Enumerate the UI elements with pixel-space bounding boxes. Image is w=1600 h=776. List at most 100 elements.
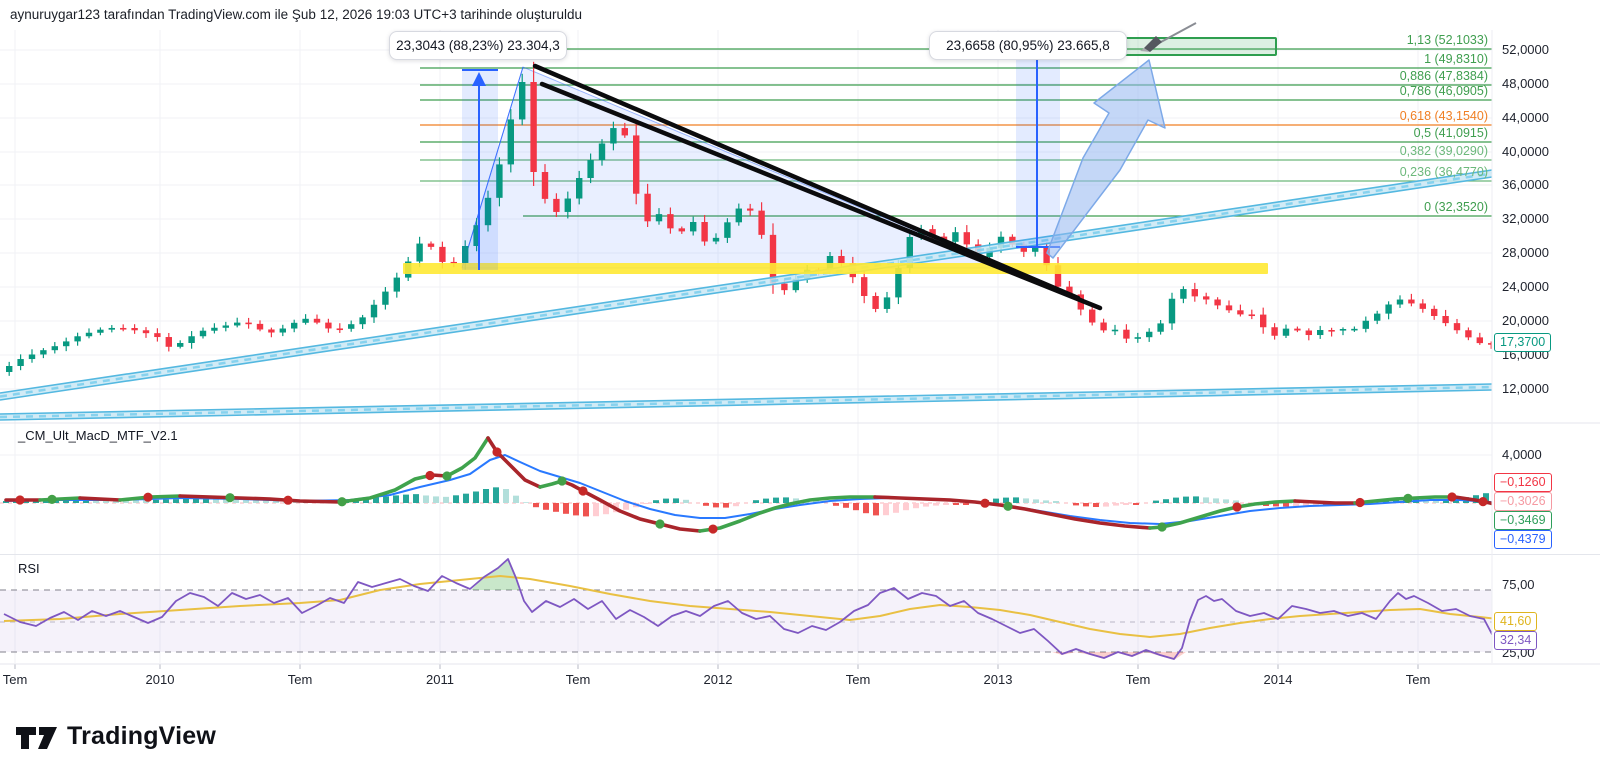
candle-body	[678, 228, 685, 232]
macd-histogram-bar	[1273, 503, 1279, 507]
macd-histogram-bar	[453, 495, 459, 503]
trendlines-drawing[interactable]	[532, 63, 1103, 311]
macd-histogram-bar	[1123, 503, 1129, 505]
candle-body	[1465, 330, 1472, 338]
candle-body	[541, 172, 549, 199]
measure-tool-1[interactable]	[462, 69, 498, 270]
candle-body	[1351, 328, 1358, 331]
macd-cross-dot	[1403, 493, 1413, 503]
time-axis-label: Tem	[287, 672, 313, 687]
tradingview-logo-icon	[16, 727, 57, 749]
candle-body	[1009, 236, 1016, 245]
rsi-overbought-fill	[471, 559, 521, 590]
candle-body	[906, 236, 913, 268]
candle-body	[861, 277, 868, 296]
time-axis-label: Tem	[565, 672, 591, 687]
candle-body	[211, 327, 218, 331]
macd-histogram-bar	[1303, 503, 1309, 506]
candle-body	[1408, 299, 1415, 304]
macd-histogram-bar	[1183, 496, 1189, 503]
macd-histogram-bar	[153, 499, 159, 503]
candle-body	[6, 366, 13, 372]
candle-body	[1168, 298, 1176, 324]
tradingview-logo[interactable]: TradingView	[14, 720, 216, 752]
candle-body	[165, 337, 172, 347]
fib-retracement[interactable]	[420, 48, 1492, 217]
candle-body	[667, 214, 674, 229]
rsi-indicator-label[interactable]: RSI	[18, 561, 40, 576]
candle-body	[484, 197, 492, 226]
macd-histogram-bar	[593, 503, 599, 517]
macd-histogram-bar	[1223, 499, 1229, 503]
macd-histogram-bar	[183, 498, 189, 503]
candle-body	[279, 328, 286, 333]
macd-histogram-bar	[753, 500, 759, 503]
macd-histogram-bar	[873, 503, 879, 516]
macd-histogram-bar	[1213, 498, 1219, 503]
macd-value-badge: −0,1260	[1494, 473, 1552, 492]
candle-body	[1203, 296, 1210, 300]
candle-body	[1419, 303, 1426, 309]
macd-cross-dot	[1157, 522, 1167, 532]
last-price-badge: 17,3700	[1494, 333, 1552, 352]
fib-level-label: 0,618 (43,1540)	[1399, 109, 1488, 123]
macd-histogram-bar	[1293, 503, 1299, 506]
macd-histogram-bar	[553, 503, 559, 512]
macd-histogram-bar	[473, 491, 479, 503]
candle-body	[1260, 314, 1267, 328]
measure-tool-2[interactable]	[1016, 56, 1060, 248]
macd-histogram-bar	[793, 498, 799, 503]
macd-histogram-bar	[1053, 501, 1059, 503]
rsi-value-badge: 41,60	[1494, 612, 1538, 631]
candle-body	[895, 268, 902, 298]
macd-histogram-bar	[683, 499, 689, 503]
macd-histogram-bar	[783, 497, 789, 503]
candle-body	[1271, 327, 1278, 336]
macd-histogram-bar	[643, 503, 649, 504]
macd-signal-line	[5, 454, 1492, 525]
macd-histogram-bar	[373, 497, 379, 503]
macd-line-segment	[873, 495, 1152, 530]
candle-body	[1191, 289, 1198, 297]
candle-body	[348, 324, 355, 329]
yellow-band-drawing[interactable]	[403, 263, 1268, 274]
macd-histogram-bar	[1083, 503, 1089, 507]
macd-indicator-label[interactable]: _CM_Ult_MacD_MTF_V2.1	[18, 428, 178, 443]
candle-body	[370, 304, 378, 318]
macd-histogram-bar	[1103, 503, 1109, 507]
macd-histogram-bar	[463, 493, 469, 503]
macd-histogram-bar	[763, 498, 769, 503]
parallel-channels[interactable]	[0, 169, 1493, 421]
candle-body	[712, 237, 720, 242]
macd-histogram-bar	[1443, 500, 1449, 503]
macd-line-segment	[560, 479, 702, 533]
candle-body	[1317, 330, 1324, 336]
arrow-drawing[interactable]	[1046, 59, 1166, 259]
candle-body	[51, 346, 58, 351]
macd-pane	[0, 436, 1492, 534]
candle-body	[291, 322, 298, 329]
candle-body	[245, 322, 252, 325]
macd-histogram-bar	[583, 503, 589, 517]
macd-histogram-bar	[1033, 499, 1039, 503]
candle-body	[633, 135, 640, 194]
candle-body	[1214, 299, 1221, 306]
candle-body	[63, 341, 70, 347]
candle-body	[382, 291, 389, 305]
macd-histogram-bar	[543, 503, 549, 510]
macd-histogram-bar	[1203, 497, 1209, 503]
measure-callout-right[interactable]: 23,6658 (80,95%) 23.665,8	[929, 31, 1127, 60]
candle-body	[1157, 323, 1164, 332]
candle-body	[416, 243, 423, 262]
rsi-value-badge: 32,34	[1494, 631, 1538, 650]
candle-body	[792, 278, 799, 291]
candle-body	[1248, 314, 1255, 317]
measure-callout-left[interactable]: 23,3043 (88,23%) 23.304,3	[389, 31, 567, 60]
macd-cross-dot	[655, 519, 665, 529]
macd-cross-dot	[708, 524, 718, 534]
macd-histogram-bar	[213, 498, 219, 503]
candle-body	[929, 229, 936, 237]
macd-histogram-bar	[1163, 499, 1169, 503]
